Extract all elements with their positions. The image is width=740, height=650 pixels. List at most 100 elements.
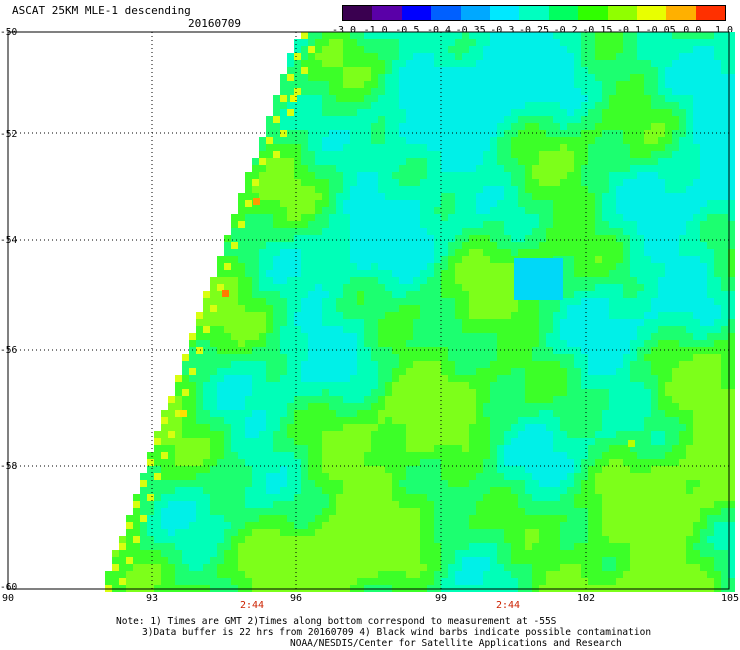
swath-cell bbox=[336, 417, 343, 424]
swath-cell bbox=[175, 438, 182, 445]
swath-cell bbox=[588, 81, 595, 88]
swath-cell bbox=[245, 375, 252, 382]
swath-cell bbox=[511, 382, 518, 389]
swath-cell bbox=[637, 235, 644, 242]
swath-cell bbox=[217, 375, 224, 382]
swath-cell bbox=[350, 214, 357, 221]
swath-cell bbox=[560, 74, 567, 81]
swath-cell bbox=[378, 221, 385, 228]
swath-cell bbox=[497, 431, 504, 438]
swath-cell bbox=[301, 193, 308, 200]
swath-cell bbox=[427, 445, 434, 452]
swath-cell bbox=[707, 284, 714, 291]
swath-cell bbox=[371, 249, 378, 256]
swath-cell bbox=[266, 221, 273, 228]
swath-cell bbox=[532, 410, 539, 417]
swath-cell bbox=[203, 445, 210, 452]
swath-cell bbox=[567, 165, 574, 172]
swath-cell bbox=[595, 46, 602, 53]
swath-cell bbox=[721, 466, 728, 473]
swath-cell bbox=[504, 417, 511, 424]
swath-cell bbox=[266, 494, 273, 501]
swath-cell bbox=[175, 410, 182, 417]
swath-cell bbox=[413, 284, 420, 291]
swath-cell bbox=[357, 165, 364, 172]
swath-cell bbox=[441, 375, 448, 382]
swath-cell bbox=[343, 368, 350, 375]
swath-cell bbox=[658, 389, 665, 396]
swath-cell bbox=[644, 291, 651, 298]
swath-cell bbox=[301, 263, 308, 270]
swath-cell bbox=[693, 319, 700, 326]
swath-cell bbox=[266, 123, 273, 130]
swath-cell bbox=[721, 270, 728, 277]
swath-cell bbox=[490, 263, 497, 270]
swath-cell bbox=[336, 410, 343, 417]
swath-cell bbox=[378, 46, 385, 53]
swath-cell bbox=[266, 165, 273, 172]
swath-cell bbox=[420, 207, 427, 214]
swath-cell bbox=[336, 382, 343, 389]
swath-cell bbox=[294, 291, 301, 298]
swath-cell bbox=[392, 200, 399, 207]
swath-cell bbox=[364, 228, 371, 235]
swath-cell bbox=[322, 116, 329, 123]
swath-cell bbox=[700, 305, 707, 312]
swath-cell bbox=[406, 88, 413, 95]
swath-cell bbox=[630, 389, 637, 396]
swath-cell bbox=[672, 158, 679, 165]
swath-cell bbox=[511, 221, 518, 228]
swath-cell bbox=[672, 151, 679, 158]
swath-cell bbox=[651, 116, 658, 123]
swath-cell bbox=[553, 431, 560, 438]
swath-cell bbox=[630, 326, 637, 333]
swath-cell bbox=[602, 228, 609, 235]
swath-cell bbox=[714, 445, 721, 452]
swath-cell bbox=[518, 60, 525, 67]
swath-cell bbox=[406, 312, 413, 319]
swath-cell bbox=[406, 284, 413, 291]
swath-cell bbox=[301, 249, 308, 256]
swath-cell bbox=[707, 60, 714, 67]
swath-cell bbox=[728, 123, 735, 130]
swath-cell bbox=[644, 305, 651, 312]
swath-cell bbox=[259, 354, 266, 361]
swath-cell bbox=[665, 277, 672, 284]
swath-cell bbox=[406, 487, 413, 494]
swath-cell bbox=[252, 165, 259, 172]
swath-cell bbox=[616, 291, 623, 298]
swath-cell bbox=[616, 214, 623, 221]
swath-cell bbox=[329, 186, 336, 193]
swath-cell bbox=[301, 417, 308, 424]
swath-cell bbox=[588, 473, 595, 480]
swath-cell bbox=[623, 333, 630, 340]
swath-cell bbox=[679, 179, 686, 186]
swath-cell bbox=[245, 487, 252, 494]
swath-cell bbox=[539, 123, 546, 130]
swath-cell bbox=[203, 312, 210, 319]
swath-cell bbox=[420, 172, 427, 179]
swath-cell bbox=[658, 193, 665, 200]
swath-cell bbox=[721, 487, 728, 494]
swath-cell bbox=[301, 144, 308, 151]
swath-cell bbox=[259, 172, 266, 179]
swath-cell bbox=[679, 53, 686, 60]
swath-cell bbox=[399, 109, 406, 116]
swath-cell bbox=[378, 333, 385, 340]
swath-cell bbox=[378, 375, 385, 382]
swath-cell bbox=[658, 39, 665, 46]
swath-cell bbox=[567, 123, 574, 130]
swath-cell bbox=[357, 417, 364, 424]
swath-cell bbox=[322, 165, 329, 172]
swath-cell bbox=[273, 95, 280, 102]
swath-cell bbox=[546, 228, 553, 235]
swath-cell bbox=[301, 333, 308, 340]
swath-cell bbox=[497, 368, 504, 375]
swath-cell bbox=[175, 403, 182, 410]
swath-cell bbox=[595, 235, 602, 242]
swath-cell bbox=[427, 417, 434, 424]
swath-cell bbox=[371, 81, 378, 88]
swath-cell bbox=[357, 494, 364, 501]
swath-cell bbox=[679, 109, 686, 116]
swath-cell bbox=[280, 95, 287, 102]
